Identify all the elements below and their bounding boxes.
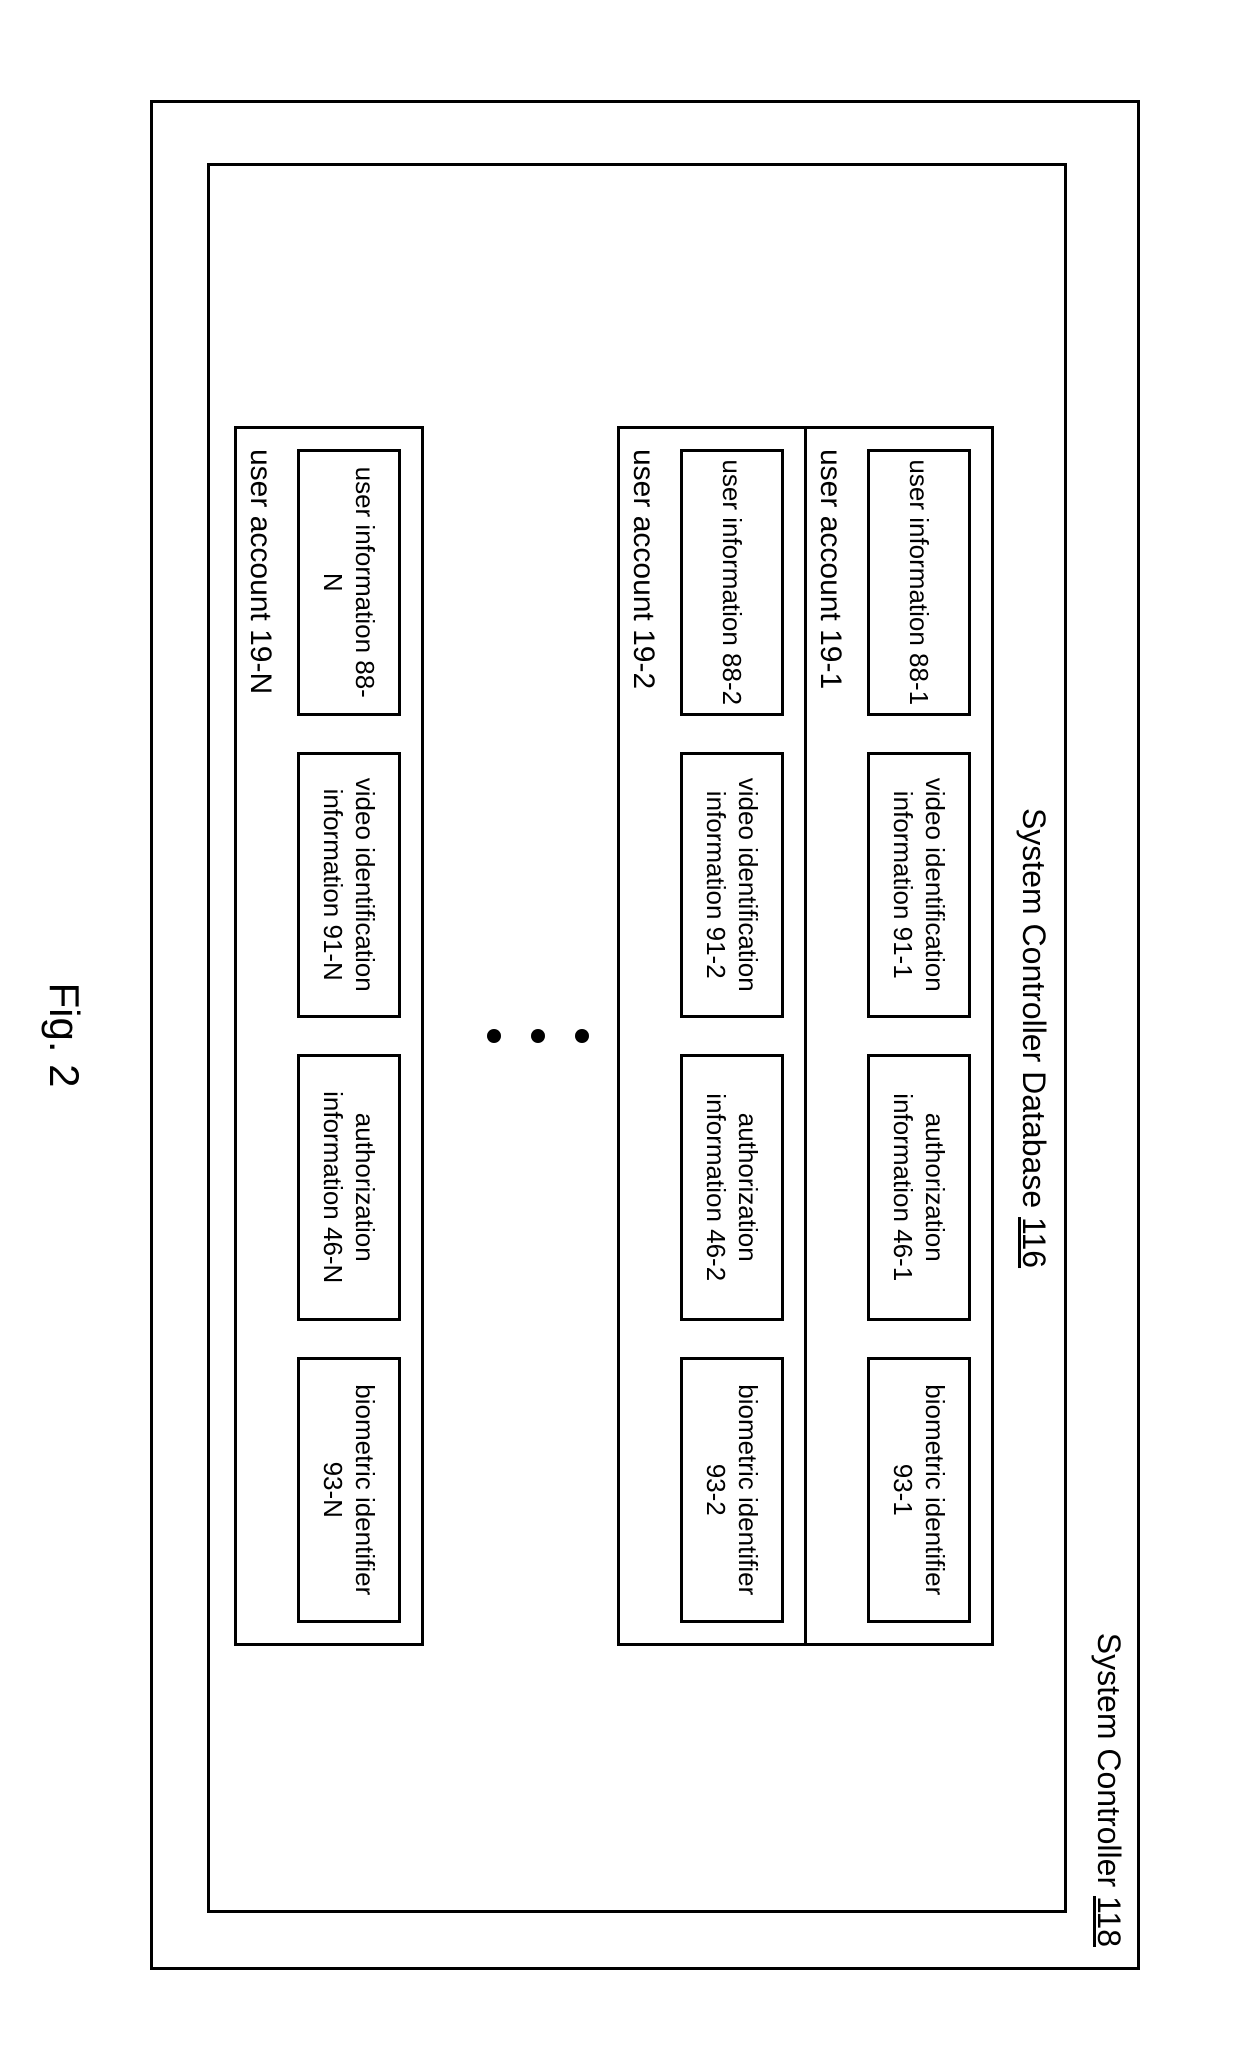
user-account-row: user information 88-2 video identificati… [617,426,807,1646]
video-identification-box: video identification information 91-1 [867,752,971,1019]
database-label-text: System Controller Database [1016,808,1052,1208]
authorization-information-box: authorization information 46-N [297,1054,401,1321]
user-information-box: user information 88-2 [680,449,784,716]
user-information-box: user information 88-1 [867,449,971,716]
biometric-identifier-box: biometric identifier 93-N [297,1357,401,1624]
fields-row: user information 88-N video identificati… [297,449,401,1623]
biometric-identifier-box: biometric identifier 93-1 [867,1357,971,1624]
database-label: System Controller Database 116 [1015,808,1052,1268]
user-account-label: user account 19-2 [626,449,660,689]
system-controller-box: System Controller 118 System Controller … [150,100,1140,1970]
ellipsis-dots [487,1011,589,1061]
user-account-row: user information 88-N video identificati… [234,426,424,1646]
user-information-box: user information 88-N [297,449,401,716]
user-account-label: user account 19-N [243,449,277,694]
fields-row: user information 88-2 video identificati… [680,449,784,1623]
rotated-layer: System Controller 118 System Controller … [0,0,1240,2070]
biometric-identifier-box: biometric identifier 93-2 [680,1357,784,1624]
system-controller-label-text: System Controller [1091,1633,1127,1887]
user-account-row: user information 88-1 video identificati… [804,426,994,1646]
fields-row: user information 88-1 video identificati… [867,449,971,1623]
dot-icon [575,1029,589,1043]
system-controller-label: System Controller 118 [1090,1633,1127,1947]
figure-label: Fig. 2 [40,982,88,1087]
user-account-label: user account 19-1 [813,449,847,689]
database-ref: 116 [1016,1217,1052,1268]
accounts-area: user information 88-1 video identificati… [234,426,994,1646]
dot-icon [531,1029,545,1043]
video-identification-box: video identification information 91-N [297,752,401,1019]
database-box: System Controller Database 116 user info… [207,163,1067,1913]
authorization-information-box: authorization information 46-2 [680,1054,784,1321]
authorization-information-box: authorization information 46-1 [867,1054,971,1321]
system-controller-ref: 118 [1091,1896,1127,1947]
dot-icon [487,1029,501,1043]
diagram-canvas: System Controller 118 System Controller … [0,0,1240,2070]
video-identification-box: video identification information 91-2 [680,752,784,1019]
